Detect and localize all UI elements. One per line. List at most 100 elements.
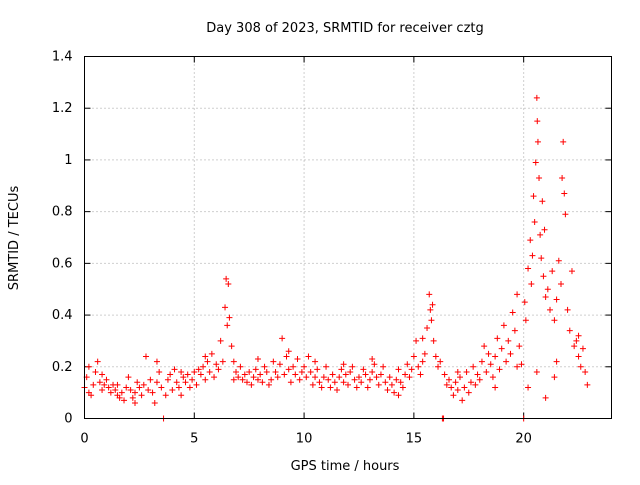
data-point (237, 363, 244, 370)
data-point (263, 368, 270, 375)
data-point (316, 379, 323, 386)
y-tick-label: 1.4 (52, 50, 73, 65)
data-point (103, 376, 110, 383)
data-point (518, 361, 525, 368)
data-point (560, 138, 567, 145)
data-point (562, 211, 569, 218)
data-point (571, 343, 578, 350)
data-point (573, 337, 580, 344)
data-point (274, 374, 281, 381)
data-point (369, 356, 376, 363)
data-point (226, 314, 233, 321)
data-point (92, 368, 99, 375)
data-point (429, 301, 436, 308)
data-point (456, 374, 463, 381)
data-point (233, 368, 240, 375)
data-point (391, 389, 398, 396)
data-point (505, 337, 512, 344)
data-point (225, 281, 232, 288)
data-point (153, 379, 160, 386)
data-point (459, 397, 466, 404)
data-point (568, 268, 575, 275)
data-point (156, 368, 163, 375)
data-point (527, 237, 534, 244)
data-point (496, 366, 503, 373)
data-point (525, 384, 532, 391)
data-point (463, 368, 470, 375)
data-point (525, 265, 532, 272)
data-point (180, 374, 187, 381)
data-point (351, 376, 358, 383)
chart-title: Day 308 of 2023, SRMTID for receiver czt… (206, 21, 484, 36)
plot-frame (84, 56, 612, 419)
data-point (511, 327, 518, 334)
data-point (487, 361, 494, 368)
data-point (132, 399, 139, 406)
data-point (314, 366, 321, 373)
x-tick-label: 0 (80, 432, 88, 447)
data-point (222, 304, 229, 311)
data-point (454, 368, 461, 375)
x-tick-label: 15 (406, 432, 423, 447)
data-point (478, 358, 485, 365)
data-point (427, 306, 434, 313)
data-point (380, 363, 387, 370)
data-point (408, 366, 415, 373)
data-point (366, 376, 373, 383)
data-point (443, 381, 450, 388)
data-point (153, 358, 160, 365)
data-point (454, 387, 461, 394)
data-point (514, 291, 521, 298)
data-point (375, 381, 382, 388)
data-point (186, 384, 193, 391)
data-point (549, 268, 556, 275)
data-point (200, 363, 207, 370)
data-point (528, 281, 535, 288)
data-point (355, 374, 362, 381)
data-point (298, 368, 305, 375)
data-point (489, 374, 496, 381)
data-point (235, 374, 242, 381)
data-point (435, 363, 442, 370)
data-point (426, 291, 433, 298)
data-point (169, 387, 176, 394)
grid-lines (84, 56, 612, 419)
data-point (382, 379, 389, 386)
data-point (349, 363, 356, 370)
data-point (189, 376, 196, 383)
data-point (377, 371, 384, 378)
data-point (559, 175, 566, 182)
data-point (202, 353, 209, 360)
data-point (522, 317, 529, 324)
data-point (362, 371, 369, 378)
data-point (279, 335, 286, 342)
data-point (577, 363, 584, 370)
data-point (107, 389, 114, 396)
data-point (99, 371, 106, 378)
data-point (360, 366, 367, 373)
data-point (197, 371, 204, 378)
data-point (162, 392, 169, 399)
data-point (575, 332, 582, 339)
data-point (90, 381, 97, 388)
data-point (195, 366, 202, 373)
data-point (538, 255, 545, 262)
data-point (437, 358, 444, 365)
data-point (303, 374, 310, 381)
data-point (127, 387, 134, 394)
data-point (476, 376, 483, 383)
data-point (211, 374, 218, 381)
data-point (219, 358, 226, 365)
data-point (542, 293, 549, 300)
data-point (557, 281, 564, 288)
data-point (246, 368, 253, 375)
data-point (265, 381, 272, 388)
data-point (531, 218, 538, 225)
data-point (410, 353, 417, 360)
data-point (105, 384, 112, 391)
data-point (281, 371, 288, 378)
data-point (347, 368, 354, 375)
data-point (536, 175, 543, 182)
y-tick-label: 0.4 (52, 308, 73, 323)
data-point (539, 198, 546, 205)
